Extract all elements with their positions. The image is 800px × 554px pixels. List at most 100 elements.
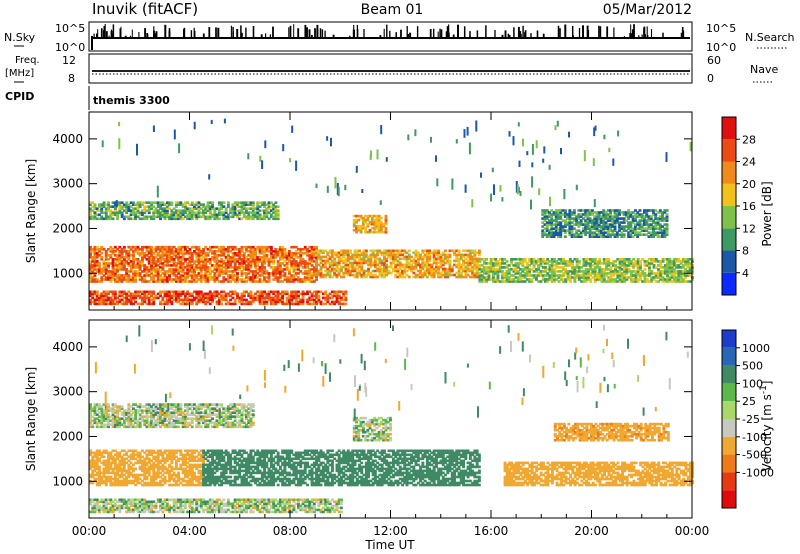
heatmap-cell [519, 258, 522, 261]
heatmap-cell [659, 276, 663, 279]
heatmap-cell [193, 250, 196, 253]
heatmap-cell [258, 290, 262, 294]
heatmap-cell [292, 252, 296, 255]
heatmap-cell [260, 274, 264, 277]
heatmap-cell [510, 278, 513, 281]
heatmap-cell [501, 272, 504, 275]
heatmap-cell [267, 290, 271, 294]
heatmap-cell [174, 215, 178, 219]
heatmap-cell [686, 280, 690, 283]
heatmap-cell [532, 264, 536, 267]
heatmap-cell [254, 258, 257, 261]
heatmap-cell [661, 229, 664, 232]
heatmap-cell [613, 223, 617, 226]
heatmap-cell [177, 266, 181, 269]
heatmap-cell [602, 260, 606, 263]
heatmap-cell [91, 258, 95, 261]
heatmap-cell [245, 217, 248, 221]
heatmap-cell [530, 199, 532, 210]
heatmap-cell [89, 201, 92, 204]
heatmap-cell [170, 268, 174, 271]
heatmap-cell [515, 181, 518, 193]
heatmap-cell [631, 221, 635, 224]
heatmap-cell [609, 227, 612, 230]
heatmap-cell [416, 253, 420, 257]
heatmap-cell [141, 245, 144, 249]
heatmap-cell [360, 261, 364, 265]
heatmap-cell [494, 258, 498, 261]
heatmap-cell [568, 213, 572, 216]
heatmap-cell [666, 258, 669, 261]
heatmap-cell [213, 268, 217, 271]
heatmap-cell [675, 280, 679, 283]
heatmap-cell [466, 249, 470, 253]
heatmap-cell [233, 300, 237, 304]
heatmap-cell [147, 262, 151, 265]
heatmap-cell [672, 258, 676, 261]
heatmap-cell [138, 276, 142, 279]
heatmap-cell [355, 251, 359, 255]
heatmap-cell [494, 280, 498, 283]
heatmap-cell [102, 211, 106, 214]
heatmap-cell [564, 278, 568, 281]
heatmap-cell [89, 298, 92, 302]
heatmap-cell [211, 294, 214, 298]
heatmap-cell [379, 216, 383, 220]
heatmap-cell [247, 215, 251, 219]
heatmap-cell [312, 252, 316, 255]
heatmap-cell [168, 296, 171, 300]
heatmap-cell [378, 273, 382, 277]
heatmap-cell [179, 211, 183, 214]
heatmap-cell [396, 263, 400, 267]
heatmap-cell [263, 254, 266, 257]
heatmap-cell [301, 302, 305, 306]
heatmap-cell [109, 278, 113, 281]
heatmap-cell [355, 263, 359, 267]
heatmap-cell [575, 229, 579, 232]
heatmap-cell [344, 271, 348, 275]
heatmap-cell [276, 294, 280, 298]
heatmap-cell [272, 203, 276, 206]
heatmap-cell [351, 263, 355, 267]
heatmap-cell [379, 224, 383, 228]
heatmap-cell [251, 245, 255, 249]
heatmap-cell [224, 256, 228, 259]
heatmap-cell [161, 256, 165, 259]
heatmap-cell [625, 278, 629, 281]
heatmap-cell [260, 266, 264, 269]
heatmap-cell [113, 207, 117, 210]
heatmap-cell [428, 271, 432, 275]
heatmap-cell [290, 254, 294, 257]
heatmap-cell [605, 280, 608, 283]
heatmap-cell [195, 266, 199, 269]
heatmap-cell [369, 273, 373, 277]
heatmap-cell [127, 254, 131, 257]
heatmap-cell [562, 274, 565, 277]
heatmap-cell [351, 255, 355, 259]
heatmap-cell [122, 258, 126, 261]
heatmap-cell [179, 264, 183, 267]
heatmap-cell [294, 294, 298, 298]
heatmap-cell [478, 272, 482, 275]
heatmap-cell [89, 294, 92, 298]
heatmap-cell [459, 255, 463, 259]
heatmap-cell [95, 278, 99, 281]
heatmap-cell [122, 245, 126, 249]
heatmap-cell [224, 272, 228, 275]
heatmap-cell [186, 302, 190, 306]
heatmap-cell [562, 262, 565, 265]
heatmap-cell [625, 268, 629, 271]
heatmap-cell [568, 221, 572, 224]
heatmap-cell [127, 270, 131, 273]
heatmap-cell [193, 207, 196, 210]
heatmap-cell [688, 268, 692, 271]
heatmap-cell [222, 215, 226, 219]
heatmap-cell [636, 211, 640, 214]
heatmap-cell [353, 273, 357, 277]
nave-tick-high: 60 [707, 54, 721, 67]
heatmap-cell [184, 209, 187, 212]
heatmap-cell [161, 213, 165, 217]
heatmap-cell [138, 213, 142, 217]
heatmap-cell [548, 264, 552, 267]
heatmap-cell [632, 270, 636, 273]
